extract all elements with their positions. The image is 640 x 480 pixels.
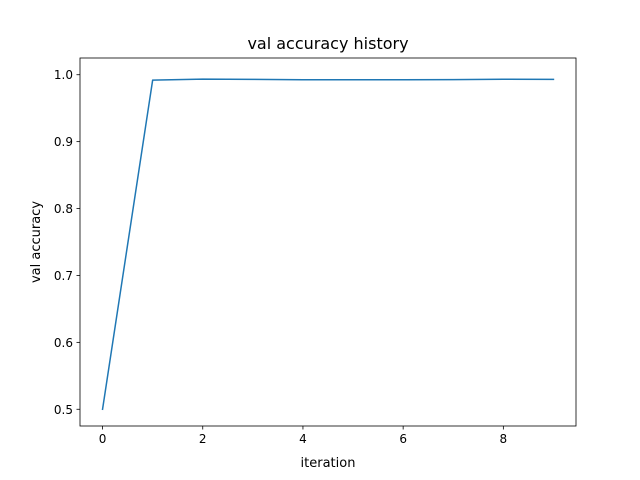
plot-area: 0 2 4 6 8 0.5 0.6 0.7 0.8 0.9 1.0 [54,57,577,446]
series-line-0 [101,78,555,411]
x-tick-label: 0 [99,432,107,446]
plot-frame [79,57,577,427]
x-axis-label: iteration [301,456,356,471]
chart-title: val accuracy history [247,34,408,53]
y-axis-label: val accuracy [29,201,44,283]
x-tick-label: 2 [199,432,207,446]
y-tick-label: 0.5 [54,403,73,417]
y-tick-label: 0.7 [54,269,73,283]
x-tick-label: 4 [299,432,307,446]
x-tick-label: 6 [399,432,407,446]
y-tick-label: 0.6 [54,336,73,350]
y-tick-label: 0.8 [54,202,73,216]
x-tick-label: 8 [500,432,508,446]
y-tick-label: 1.0 [54,68,73,82]
y-tick-label: 0.9 [54,135,73,149]
